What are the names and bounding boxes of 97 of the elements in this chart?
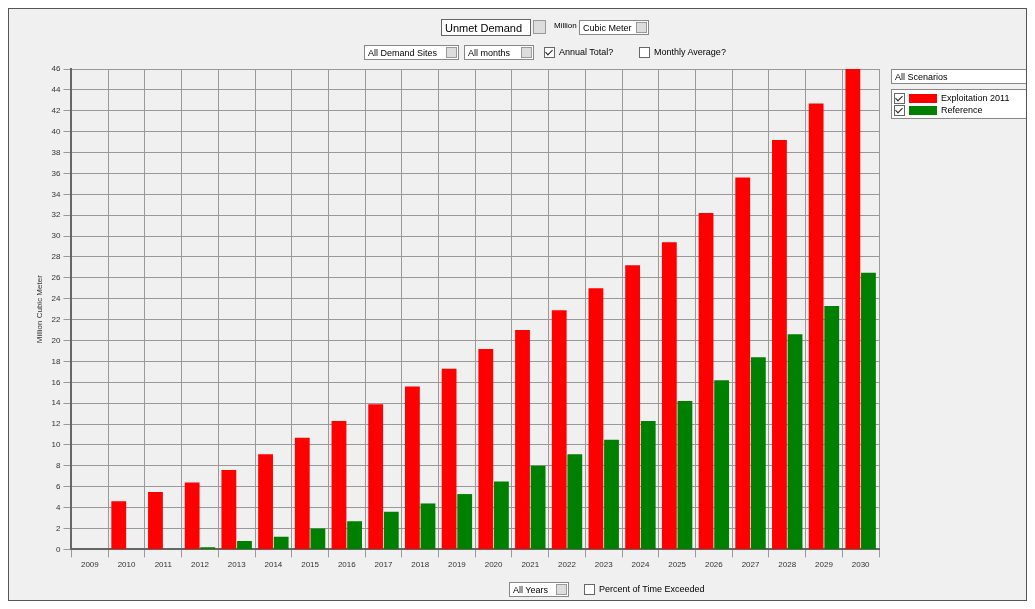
bar (551, 310, 567, 549)
bar (588, 288, 604, 549)
bar (735, 177, 751, 549)
y-tick-label: 44 (51, 85, 62, 95)
bar (567, 454, 583, 549)
x-tick-label: 2019 (448, 560, 467, 570)
y-tick-label: 42 (51, 105, 62, 115)
y-tick-label: 34 (51, 189, 62, 199)
x-tick-label: 2021 (521, 560, 540, 570)
x-tick-label: 2028 (778, 560, 797, 570)
x-tick-label: 2012 (191, 560, 210, 570)
bar (237, 541, 252, 549)
x-tick-label: 2014 (264, 560, 283, 570)
bar (698, 213, 714, 549)
bar (750, 357, 766, 549)
x-tick-label: 2018 (411, 560, 430, 570)
text: Annual Total? (559, 46, 614, 58)
y-tick-label: 24 (51, 293, 62, 303)
x-tick-label: 2025 (668, 560, 687, 570)
bar (258, 454, 273, 549)
bar (273, 536, 289, 549)
x-tick-label: 2020 (484, 560, 504, 570)
dropdown-field: All Years (509, 582, 569, 597)
bar (515, 330, 530, 549)
x-tick-label: 2011 (154, 560, 173, 570)
y-tick-label: 20 (51, 335, 62, 345)
dropdown-field: All Scenarios (891, 69, 1026, 84)
y-tick-label: 30 (51, 231, 62, 241)
x-tick-label: 2027 (741, 560, 760, 570)
bar (221, 470, 237, 549)
bar (457, 494, 473, 549)
x-tick-label: 2013 (227, 560, 247, 570)
bar (625, 265, 641, 549)
y-tick-label: 8 (56, 461, 62, 471)
x-tick-label: 2022 (558, 560, 577, 570)
dropdown-field: All Demand Sites (364, 45, 459, 60)
x-tick-label: 2029 (815, 560, 834, 570)
bar (294, 437, 310, 549)
bar (404, 386, 420, 549)
x-tick-label: 2024 (631, 560, 650, 570)
bar (493, 481, 509, 549)
text: Million (554, 21, 577, 30)
bar (184, 482, 200, 549)
bar (661, 242, 677, 549)
bar (787, 334, 803, 549)
chart-title: Unmet Demand (441, 19, 531, 36)
y-tick-label: 12 (51, 419, 62, 429)
bar (368, 404, 384, 549)
y-tick-label: 6 (56, 481, 62, 491)
bar (604, 439, 619, 549)
x-tick-label: 2016 (337, 560, 357, 570)
x-tick-label: 2030 (851, 560, 871, 570)
bar (111, 501, 127, 549)
x-tick-label: 2015 (301, 560, 320, 570)
y-tick-label: 16 (51, 377, 62, 387)
x-tick-label: 2010 (117, 560, 136, 570)
dropdown-field: All months (464, 45, 534, 60)
bar (530, 465, 546, 549)
y-tick-label: 14 (51, 398, 62, 408)
y-tick-label: 36 (51, 168, 62, 178)
y-tick-label: 28 (51, 252, 62, 262)
y-tick-label: 40 (51, 126, 62, 136)
bar (824, 306, 840, 549)
bar (478, 348, 494, 549)
y-tick-label: 38 (51, 147, 62, 157)
y-tick-label: 18 (51, 356, 62, 366)
legend-label: Reference (941, 105, 983, 115)
bar (383, 511, 399, 549)
x-tick-label: 2009 (80, 560, 100, 570)
x-tick-label: 2017 (374, 560, 393, 570)
x-tick-label: 2023 (594, 560, 614, 570)
bar (331, 420, 347, 549)
legend-label: Exploitation 2011 (941, 93, 1010, 103)
y-tick-label: 10 (51, 440, 62, 450)
bar (310, 528, 326, 549)
y-tick-label: 4 (56, 502, 62, 512)
bar (808, 103, 824, 549)
y-tick-label: 46 (51, 64, 62, 74)
bar (347, 521, 362, 549)
y-tick-label: 0 (56, 544, 62, 554)
y-axis-title: Million Cubic Meter (35, 274, 44, 344)
bar (861, 272, 876, 549)
text: Percent of Time Exceeded (599, 583, 705, 595)
text: Monthly Average? (654, 46, 726, 58)
bar (640, 420, 656, 549)
y-tick-label: 32 (51, 210, 62, 220)
x-tick-label: 2026 (704, 560, 724, 570)
bar (772, 140, 787, 549)
bar (714, 380, 730, 549)
bar (420, 503, 436, 549)
dropdown-field: Cubic Meter (579, 20, 649, 35)
bar (441, 368, 457, 549)
y-tick-label: 2 (56, 523, 62, 533)
y-tick-label: 22 (51, 314, 62, 324)
bar (677, 401, 693, 549)
bar (148, 491, 163, 549)
y-tick-label: 26 (51, 273, 62, 283)
